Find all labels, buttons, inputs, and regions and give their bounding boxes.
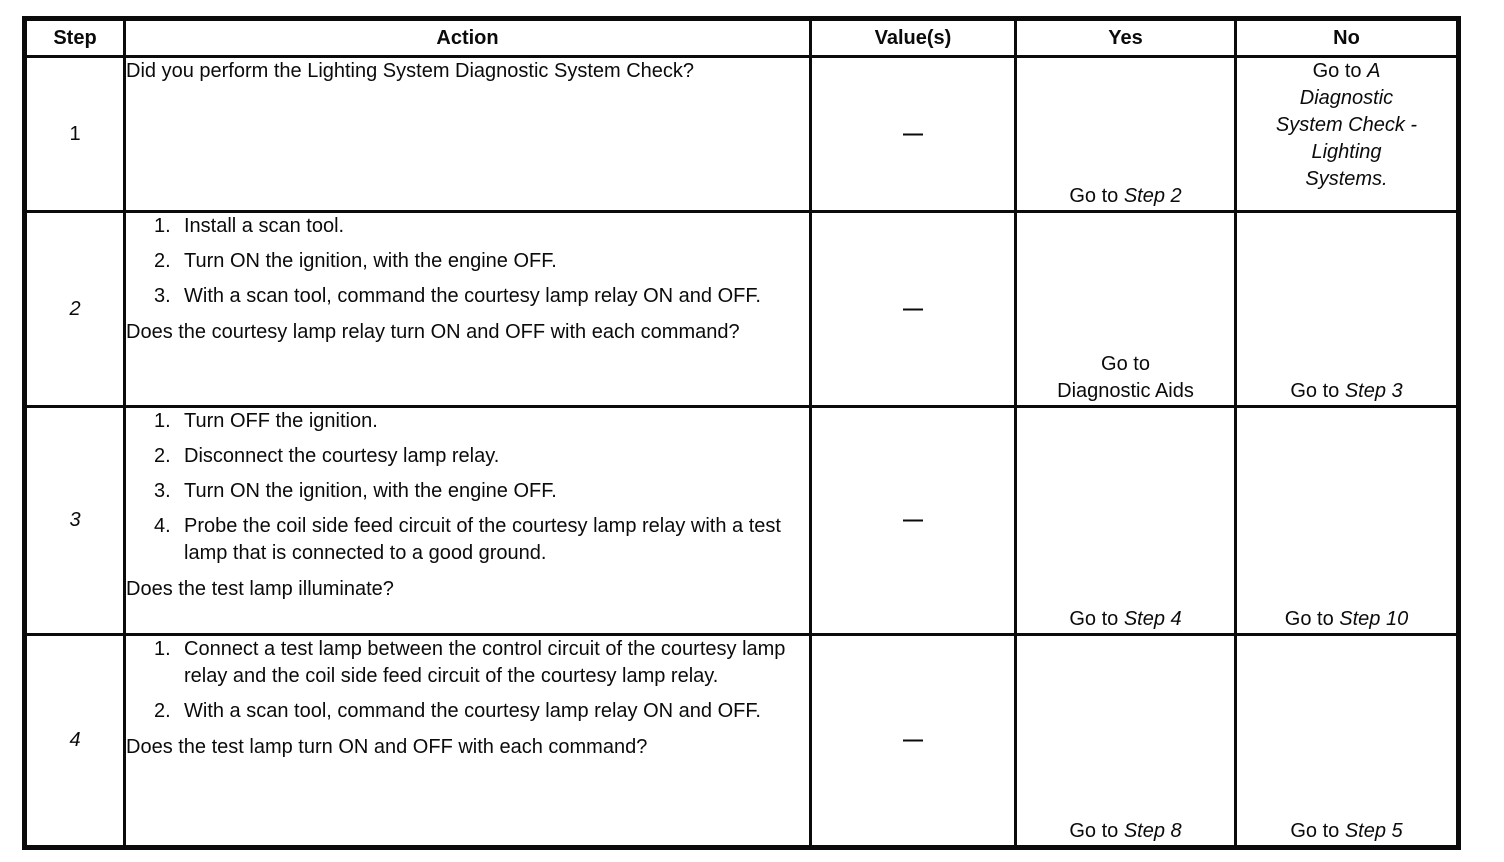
- value-cell: —: [809, 633, 1017, 849]
- goto-text: Go to A: [1312, 60, 1381, 82]
- action-list-item: 4. Probe the coil side feed circuit of t…: [154, 515, 781, 564]
- action-cell: 1. Turn OFF the ignition. 2. Disconnect …: [123, 405, 812, 636]
- step-cell: 3: [23, 405, 126, 636]
- yes-cell: Go to Step 8: [1014, 633, 1237, 849]
- table-row: 1 Did you perform the Lighting System Di…: [23, 55, 1460, 213]
- no-cell: Go to Step 10: [1234, 405, 1460, 636]
- goto-text: Diagnostic: [1299, 87, 1394, 109]
- yes-cell: Go to Diagnostic Aids: [1014, 210, 1237, 408]
- action-cell: 1. Install a scan tool. 2. Turn ON the i…: [123, 210, 812, 408]
- action-cell: 1. Connect a test lamp between the contr…: [123, 633, 812, 849]
- action-question: Does the test lamp turn ON and OFF with …: [126, 736, 648, 758]
- no-cell: Go to Step 3: [1234, 210, 1460, 408]
- action-list-item: 1. Connect a test lamp between the contr…: [154, 638, 786, 687]
- goto-text: Go to Step 3: [1290, 380, 1403, 402]
- column-header-step: Step: [23, 17, 126, 58]
- table-row: 2 1. Install a scan tool. 2. Turn ON the…: [23, 210, 1460, 408]
- diagnostic-table: Step Action Value(s) Yes No 1 Did you pe…: [22, 16, 1461, 850]
- goto-text: Go to: [1101, 353, 1150, 375]
- action-question: Does the test lamp illuminate?: [126, 578, 394, 600]
- action-list-item: 2. Disconnect the courtesy lamp relay.: [154, 445, 500, 467]
- step-cell: 2: [23, 210, 126, 408]
- column-header-no: No: [1234, 17, 1460, 58]
- action-list-item: 2. Turn ON the ignition, with the engine…: [154, 250, 557, 272]
- goto-text: Go to Step 4: [1069, 608, 1182, 630]
- yes-cell: Go to Step 4: [1014, 405, 1237, 636]
- goto-text: System Check -: [1275, 114, 1418, 136]
- action-list-item: 3. With a scan tool, command the courtes…: [154, 285, 761, 307]
- column-header-action: Action: [123, 17, 812, 58]
- column-header-yes: Yes: [1014, 17, 1237, 58]
- goto-text: Go to Step 2: [1069, 185, 1182, 207]
- action-list-item: 3. Turn ON the ignition, with the engine…: [154, 480, 557, 502]
- action-question: Does the courtesy lamp relay turn ON and…: [126, 321, 740, 343]
- goto-text: Go to Step 8: [1069, 820, 1182, 842]
- goto-text: Go to Step 5: [1290, 820, 1403, 842]
- yes-cell: Go to Step 2: [1014, 55, 1237, 213]
- value-cell: —: [809, 210, 1017, 408]
- step-cell: 1: [23, 55, 126, 213]
- no-cell: Go to Step 5: [1234, 633, 1460, 849]
- goto-text: Go to Step 10: [1284, 608, 1409, 630]
- goto-text: Lighting: [1311, 141, 1382, 163]
- no-cell: Go to A Diagnostic System Check - Lighti…: [1234, 55, 1460, 213]
- table-row: 4 1. Connect a test lamp between the con…: [23, 633, 1460, 849]
- value-cell: —: [809, 55, 1017, 213]
- action-list-item: 1. Install a scan tool.: [154, 215, 345, 237]
- action-list-item: 2. With a scan tool, command the courtes…: [154, 700, 761, 722]
- value-cell: —: [809, 405, 1017, 636]
- step-cell: 4: [23, 633, 126, 849]
- action-list-item: 1. Turn OFF the ignition.: [154, 410, 378, 432]
- goto-text: Systems.: [1305, 168, 1388, 190]
- goto-text: Diagnostic Aids: [1057, 380, 1194, 402]
- action-cell: Did you perform the Lighting System Diag…: [123, 55, 812, 213]
- action-question: Did you perform the Lighting System Diag…: [126, 60, 695, 82]
- column-header-values: Value(s): [809, 17, 1017, 58]
- table-row: 3 1. Turn OFF the ignition. 2. Disconnec…: [23, 405, 1460, 636]
- header-row: Step Action Value(s) Yes No: [23, 17, 1460, 58]
